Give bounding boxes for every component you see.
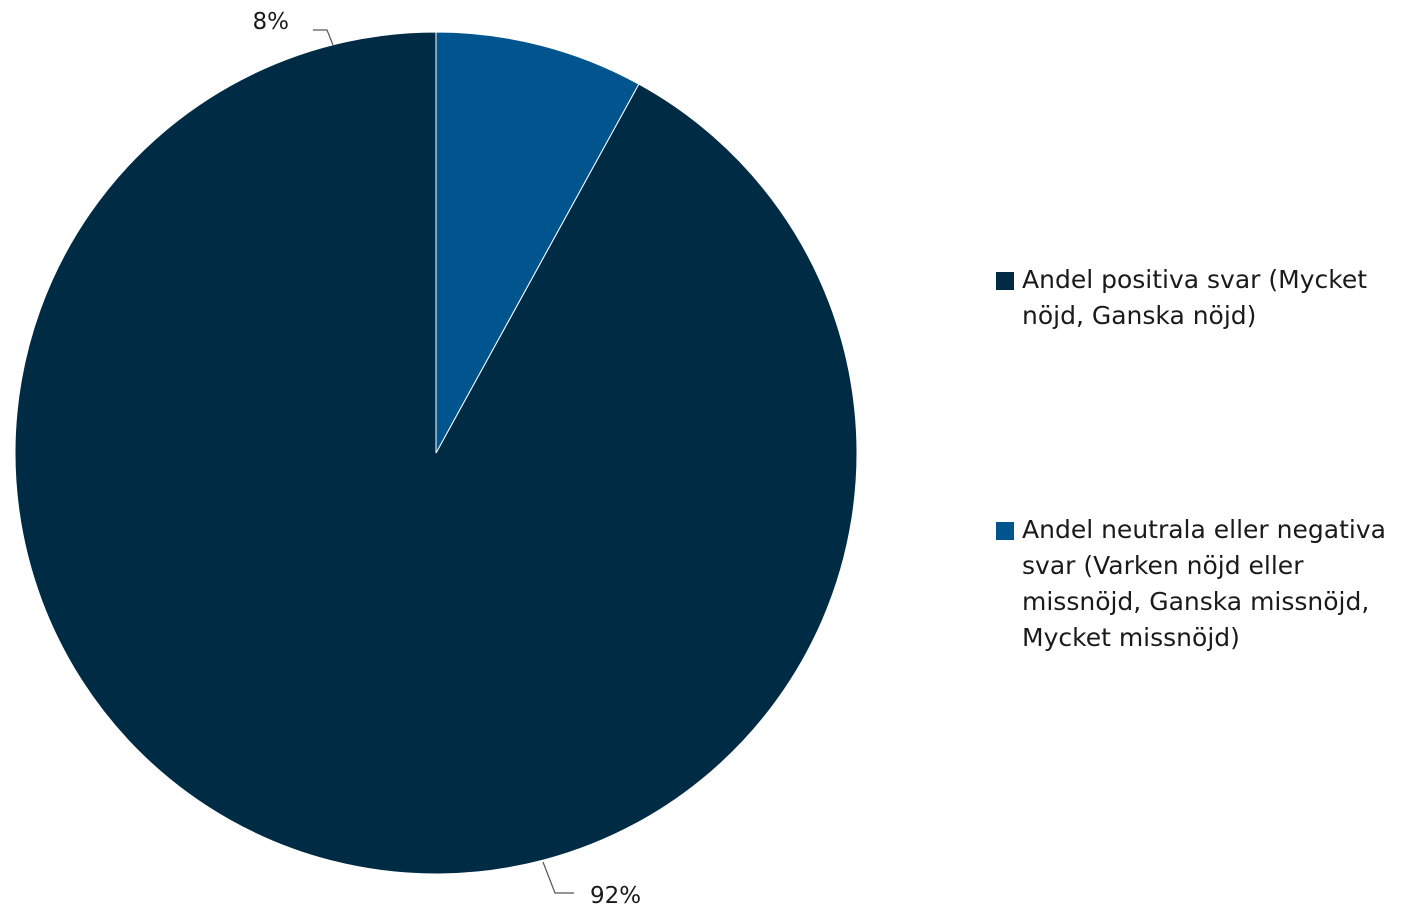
legend-swatch-neutral-negative (996, 522, 1014, 540)
legend-item-positive: Andel positiva svar (Mycket nöjd, Ganska… (996, 262, 1404, 334)
pie-slice-1 (435, 31, 640, 454)
leader-line-0 (542, 861, 574, 894)
legend-label-positive: Andel positiva svar (Mycket nöjd, Ganska… (1022, 265, 1368, 330)
leader-line-1 (313, 29, 334, 46)
data-label-1: 8% (253, 9, 290, 35)
legend-label-neutral-negative: Andel neutrala eller negativa svar (Vark… (1022, 515, 1386, 652)
data-label-0: 92% (590, 883, 641, 908)
legend-swatch-positive (996, 272, 1014, 290)
legend: Andel positiva svar (Mycket nöjd, Ganska… (996, 262, 1404, 656)
legend-item-neutral-negative: Andel neutrala eller negativa svar (Vark… (996, 512, 1404, 656)
